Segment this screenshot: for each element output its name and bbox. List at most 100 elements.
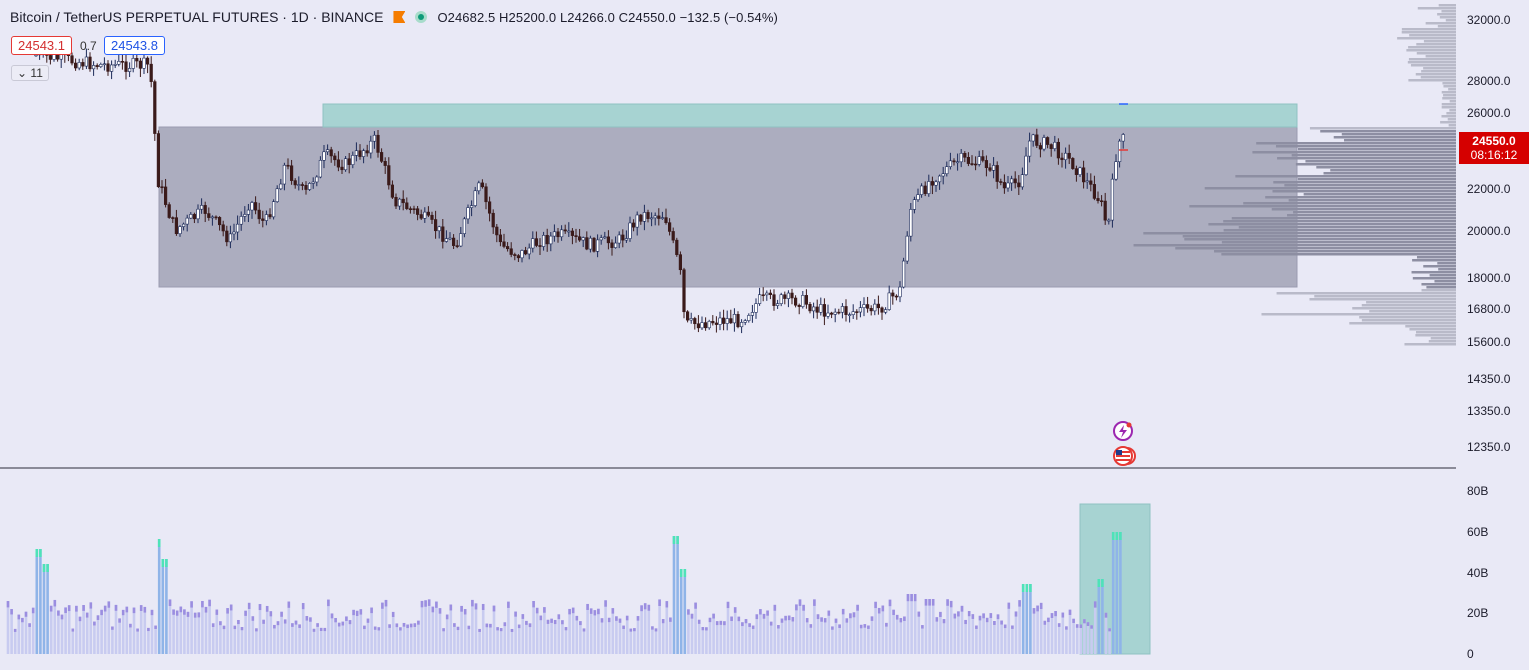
volume-bar: [186, 611, 190, 654]
candle-body: [606, 236, 610, 244]
volume-bar-cap: [1090, 625, 1093, 629]
volume-bar-cap: [1007, 602, 1011, 609]
volume-bar: [1093, 601, 1097, 654]
symbol-title[interactable]: Bitcoin / TetherUS PERPETUAL FUTURES · 1…: [10, 9, 384, 25]
candle-body: [153, 81, 157, 134]
candle-body: [829, 312, 834, 315]
volume-bar-cap: [748, 623, 751, 627]
volume-profile-row: [1275, 145, 1456, 148]
buy-price-button[interactable]: 24543.8: [104, 36, 165, 55]
volume-bar: [233, 625, 237, 654]
volume-bar: [172, 609, 175, 654]
volume-profile-row: [1441, 103, 1456, 106]
volume-bar: [607, 617, 611, 654]
volume-bar-cap: [586, 603, 589, 610]
volume-bar-cap: [957, 611, 960, 617]
volume-bar: [625, 615, 629, 654]
volume-bar-cap: [654, 628, 658, 632]
volume-bar-cap: [564, 627, 568, 631]
volume-bar: [499, 628, 503, 654]
volume-bar-cap: [539, 615, 543, 621]
volume-bar: [611, 608, 615, 654]
candle-body: [142, 57, 146, 69]
indicators-count: 11: [30, 66, 43, 80]
volume-bar: [107, 601, 111, 654]
candle-body: [916, 194, 920, 200]
candle-body: [1121, 134, 1125, 142]
sell-price-button[interactable]: 24543.1: [11, 36, 72, 55]
candle-body: [851, 311, 855, 315]
volume-profile-row: [1429, 274, 1456, 277]
volume-profile-row: [1243, 202, 1456, 205]
volume-profile-row: [1449, 100, 1456, 103]
candle-body: [354, 150, 359, 156]
candle-body: [930, 181, 934, 186]
candle-body: [1020, 174, 1024, 188]
volume-bar: [849, 613, 852, 654]
volume-bar: [975, 625, 978, 654]
bar-countdown: 08:16:12: [1470, 148, 1518, 162]
volume-bar: [733, 607, 737, 654]
volume-bar: [359, 609, 363, 654]
volume-profile-row: [1410, 64, 1456, 67]
volume-bar-cap: [697, 619, 701, 624]
flag-icon[interactable]: [393, 11, 406, 23]
candle-body: [329, 149, 333, 157]
volume-bar-cap: [327, 599, 330, 607]
volume-bar-cap: [1072, 618, 1075, 623]
volume-profile-row: [1397, 37, 1456, 40]
volume-bar-cap: [813, 599, 816, 606]
volume-profile-row: [1405, 325, 1456, 328]
volume-bar-cap: [305, 616, 309, 621]
volume-bar-cap: [845, 618, 849, 623]
volume-bar-cap: [615, 616, 618, 621]
lightning-icon[interactable]: [1113, 421, 1133, 441]
supply-zone-box[interactable]: [322, 103, 1298, 128]
candle-body: [905, 235, 909, 262]
candle-body: [703, 322, 708, 329]
candle-body: [700, 322, 704, 329]
volume-profile-row: [1408, 58, 1456, 61]
volume-bar-cap: [100, 609, 103, 616]
candle-body: [423, 211, 427, 219]
volume-bar-cap: [125, 606, 129, 613]
candle-body: [1035, 134, 1039, 146]
volume-bar: [737, 616, 741, 654]
volume-bar-cap: [276, 621, 280, 626]
volume-bar: [352, 609, 355, 654]
volume-profile-row: [1297, 178, 1456, 181]
volume-bar-cap: [1018, 600, 1021, 607]
symbol-header[interactable]: Bitcoin / TetherUS PERPETUAL FUTURES · 1…: [10, 9, 778, 25]
volume-bar: [399, 627, 402, 654]
volume-profile-row: [1409, 34, 1456, 37]
candle-body: [1038, 145, 1042, 150]
volume-profile-row: [1409, 328, 1456, 331]
volume-profile-row: [1204, 187, 1456, 190]
volume-bar-cap: [633, 628, 636, 632]
volume-bar-cap: [172, 609, 175, 615]
candle-body: [934, 181, 938, 186]
volume-profile-row: [1133, 244, 1456, 247]
volume-bar-cap: [733, 607, 737, 613]
volume-axis-label: 60B: [1467, 525, 1489, 539]
volume-bar: [237, 619, 240, 654]
volume-bar: [931, 599, 935, 654]
range-box[interactable]: [158, 126, 1298, 288]
indicators-collapse-button[interactable]: ⌄ 11: [11, 65, 49, 81]
volume-bar-cap: [852, 612, 856, 618]
candle-body: [336, 159, 341, 168]
volume-bar: [895, 614, 899, 654]
candle-body: [289, 165, 294, 181]
volume-profile-row: [1184, 238, 1456, 241]
candle-body: [1114, 161, 1118, 180]
volume-bar: [229, 604, 233, 654]
candle-body: [588, 237, 592, 250]
volume-profile-row: [1223, 229, 1456, 232]
us-flag-icon[interactable]: [1113, 446, 1136, 466]
volume-bar: [226, 608, 229, 654]
candle-body: [739, 322, 744, 328]
volume-bar-cap: [669, 617, 672, 622]
volume-bar-cap: [546, 619, 550, 624]
volume-profile-row: [1235, 175, 1456, 178]
